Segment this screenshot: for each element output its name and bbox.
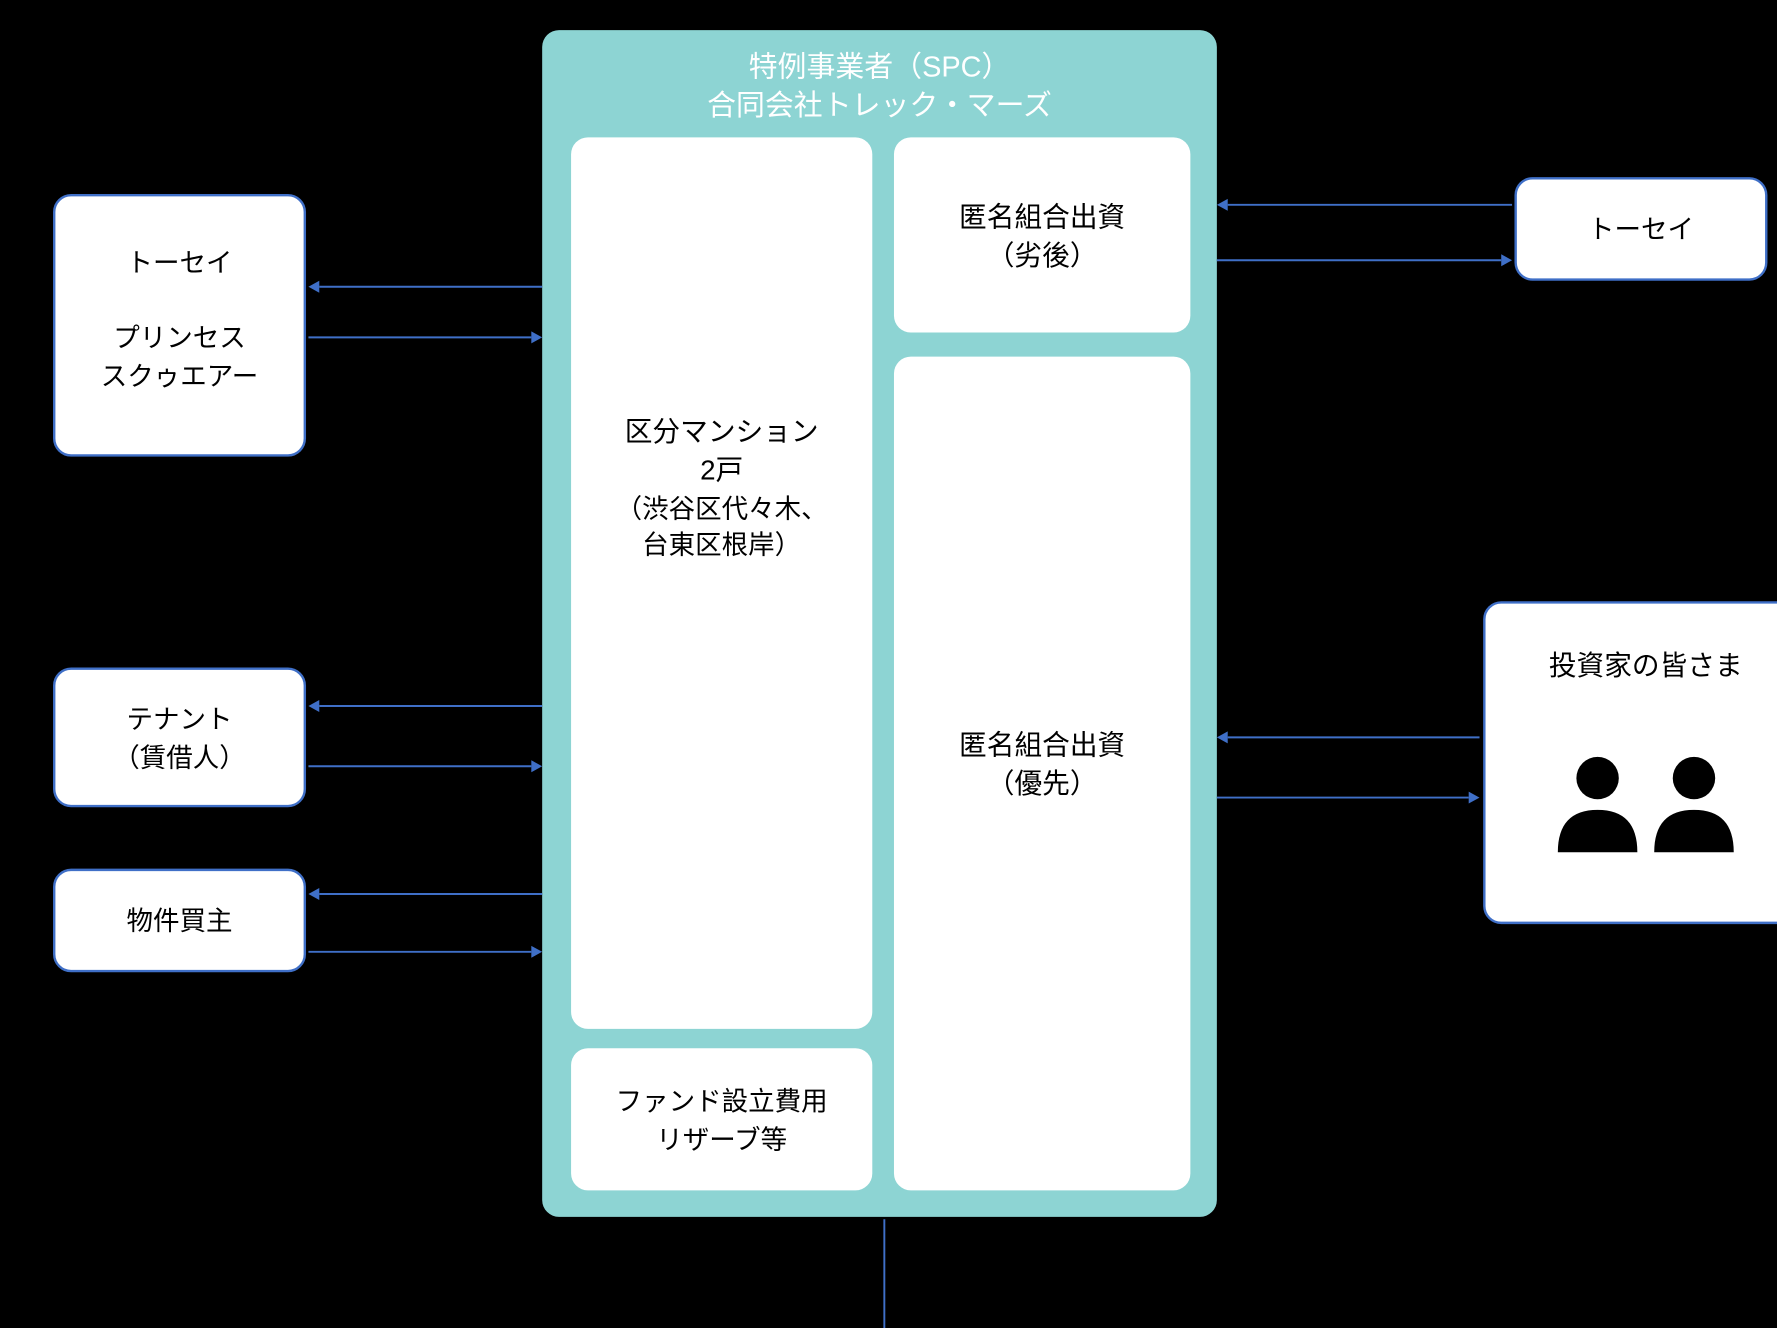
edge-label-senior_top: 匿名組合出資 [1280, 703, 1417, 729]
sr-l2: （優先） [987, 768, 1098, 799]
junior-inv-label: 劣後出資者 [1520, 141, 1640, 169]
edge-label-buyer_bot: 不動産譲渡 [368, 961, 483, 987]
edge-label-buyer_top: 売却代金 [380, 860, 472, 886]
am-l1: アセットマネジメント [906, 1253, 1134, 1279]
tenant-l1: テナント [127, 705, 233, 735]
spc-title-1: 特例事業者（SPC） [749, 51, 1011, 83]
edge-label-seller_bot: 不動産譲渡 [368, 346, 483, 372]
si-l1: 投資家の皆さま [1549, 650, 1743, 681]
spc-title-2: 合同会社トレック・マーズ [707, 90, 1052, 122]
prop-l1: 区分マンション [625, 416, 819, 447]
edge-label-tenant_bot: 賃貸収入 [380, 775, 472, 801]
edge-label-tenant_top: 賃貸 [402, 672, 448, 698]
seller-l1: トーセイ [127, 248, 233, 278]
tenant-box [54, 669, 305, 806]
sr-l1: 匿名組合出資 [959, 729, 1125, 760]
am-l2: 業務委託 [906, 1284, 998, 1310]
tenant-l2: （賃借人） [113, 743, 246, 773]
spc-junior-box [894, 137, 1190, 332]
edge-label-junior_bot: 利益分配・元本償還 [1262, 269, 1468, 295]
prop-l4: 台東区根岸） [642, 530, 801, 560]
prop-l2: 2戸 [700, 455, 743, 486]
jr-l1: 匿名組合出資 [959, 202, 1125, 233]
edge-label-junior_top: 匿名組合出資 [1296, 171, 1433, 197]
seller-l3: スクゥエアー [101, 361, 258, 391]
prop-l3: （渋谷区代々木、 [616, 494, 828, 524]
res-l2: リザーブ等 [656, 1125, 787, 1155]
ji-l1: トーセイ [1588, 214, 1694, 244]
res-l1: ファンド設立費用 [616, 1087, 828, 1117]
spc-reserve-box [571, 1048, 872, 1190]
seller-label: 物件売主 [59, 159, 155, 186]
buyer-l1: 物件買主 [127, 906, 233, 936]
spc-property-box [571, 137, 872, 1029]
edge-label-senior_bot: 利益分配・元本償還 [1245, 807, 1451, 833]
jr-l2: （劣後） [987, 240, 1098, 271]
edge-label-seller_top: 譲渡代金 [380, 253, 472, 279]
seller-l2: プリンセス [113, 323, 246, 353]
senior-inv-label: 優先出資者 [1679, 565, 1777, 593]
